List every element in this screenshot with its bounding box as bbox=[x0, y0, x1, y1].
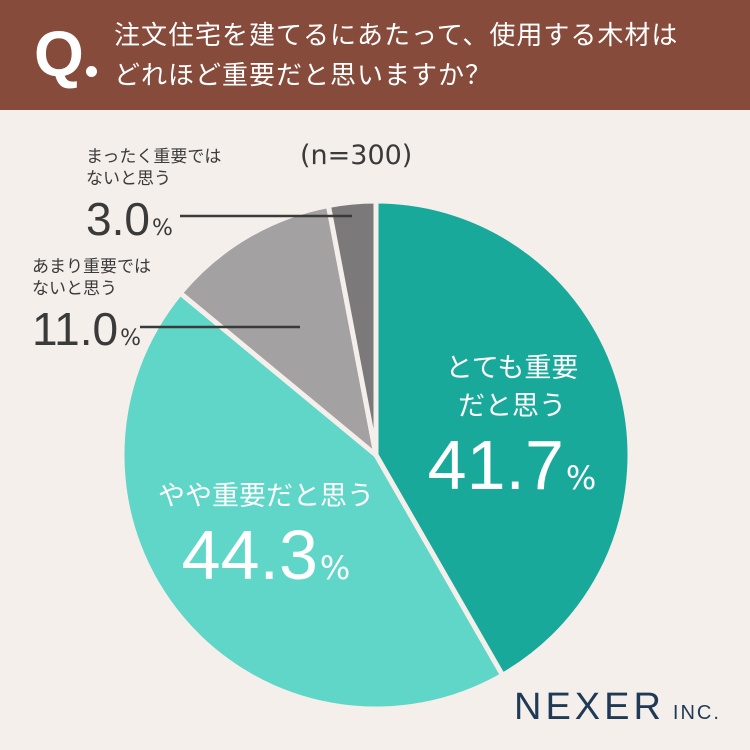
slice-somewhat-important bbox=[119, 290, 506, 712]
q-mark: Q bbox=[34, 18, 84, 90]
slice-label-line: やや重要だと思う bbox=[158, 481, 374, 512]
slice-label-line: あまり重要では bbox=[32, 257, 151, 277]
slice-value: 41.7 bbox=[427, 426, 564, 504]
slice-value: 11.0 bbox=[32, 303, 119, 355]
slice-not-at-all-important bbox=[325, 198, 379, 458]
question-line-2: どれほど重要だと思いますか？ bbox=[114, 61, 493, 91]
q-dot bbox=[86, 66, 97, 77]
sample-size-label: (n=300) bbox=[300, 140, 413, 171]
nexer-logo: NEXER INC. bbox=[514, 686, 721, 729]
slice-very-important bbox=[373, 198, 633, 678]
slice-value: 3.0 bbox=[86, 193, 150, 245]
percent-unit: % bbox=[565, 459, 597, 497]
slice-value: 44.3 bbox=[181, 516, 318, 594]
slice-label-line: だと思う bbox=[458, 391, 566, 422]
label-very-important: とても重要 だと思う 41.7% bbox=[412, 350, 612, 504]
label-somewhat-important: やや重要だと思う 44.3% bbox=[136, 478, 396, 594]
label-not-very-important: あまり重要では ないと思う 11.0% bbox=[32, 256, 151, 354]
percent-unit: % bbox=[120, 326, 142, 351]
slice-not-very-important bbox=[177, 203, 379, 458]
slice-label-line: まったく重要では bbox=[86, 147, 222, 167]
percent-unit: % bbox=[319, 549, 351, 587]
slice-label-line: とても重要 bbox=[445, 353, 579, 384]
question-text: 注文住宅を建てるにあたって、使用する木材は どれほど重要だと思いますか？ bbox=[114, 16, 734, 96]
brand-name: NEXER bbox=[514, 686, 665, 728]
slice-label-line: ないと思う bbox=[86, 169, 171, 189]
brand-suffix: INC. bbox=[672, 702, 721, 724]
question-header: Q 注文住宅を建てるにあたって、使用する木材は どれほど重要だと思いますか？ bbox=[0, 0, 750, 110]
question-line-1: 注文住宅を建てるにあたって、使用する木材は bbox=[114, 21, 679, 51]
label-not-at-all-important: まったく重要では ないと思う 3.0% bbox=[86, 146, 221, 244]
slice-label-line: ないと思う bbox=[32, 279, 117, 299]
percent-unit: % bbox=[151, 216, 173, 241]
